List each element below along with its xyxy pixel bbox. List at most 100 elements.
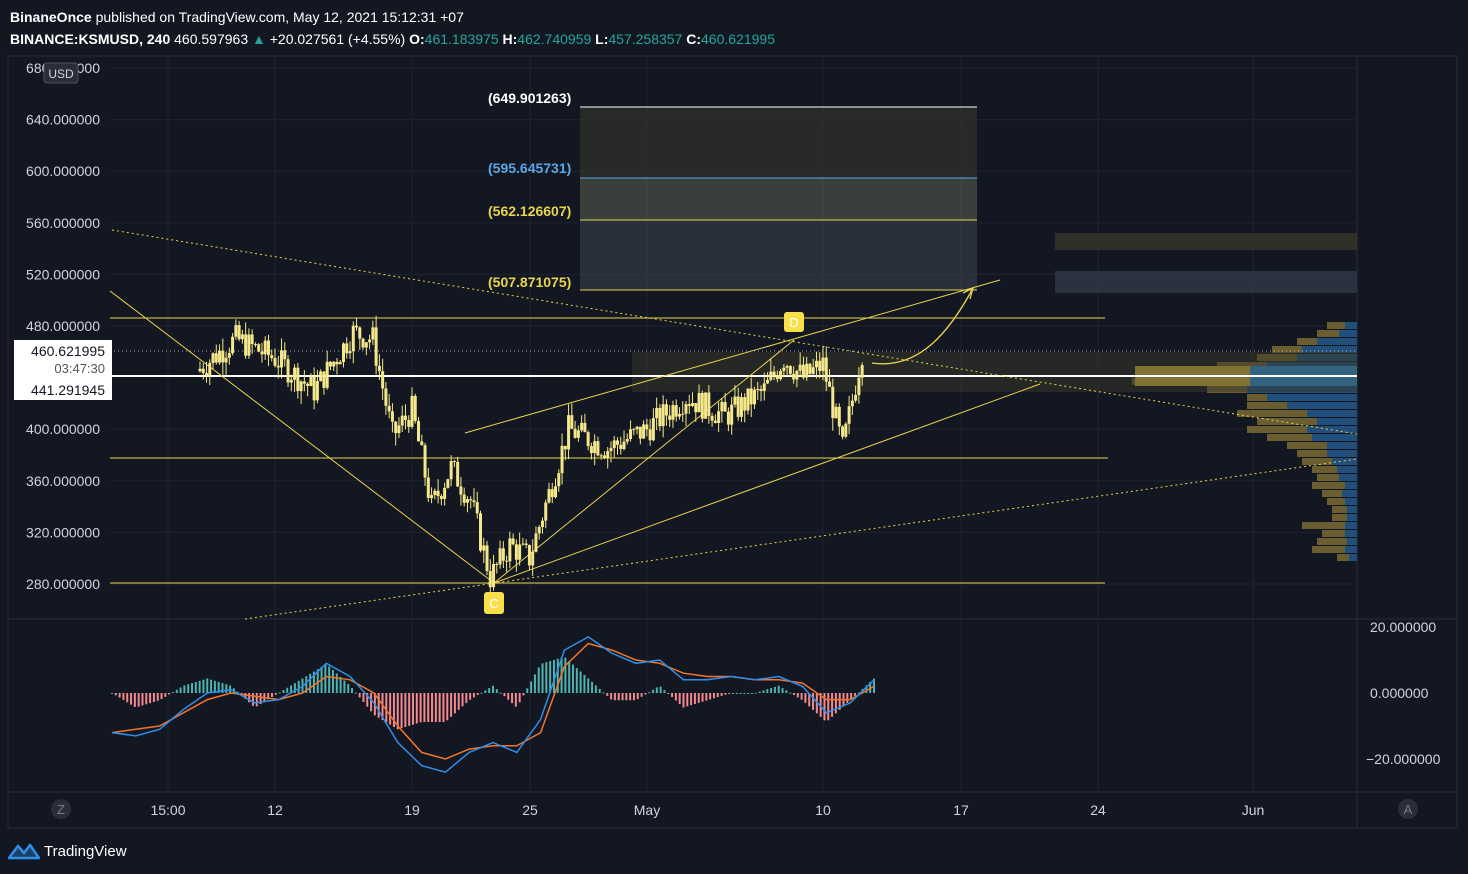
candle-body	[560, 445, 564, 474]
macd-histogram-bar	[381, 693, 384, 721]
macd-histogram-bar	[598, 688, 601, 693]
channel-upper-line	[464, 279, 1001, 434]
candle-body	[632, 429, 636, 431]
candle-body	[824, 357, 828, 382]
candle-body	[570, 415, 574, 429]
volume-profile-bar	[1345, 546, 1357, 553]
candle-body	[276, 365, 280, 368]
macd-histogram-bar	[480, 692, 483, 694]
volume-profile-bar	[1345, 322, 1357, 329]
chart-frame	[7, 55, 1458, 829]
candle-body	[798, 364, 802, 371]
currency-badge[interactable]	[43, 62, 79, 84]
macd-histogram-bar	[328, 666, 331, 693]
candle-body	[743, 397, 747, 411]
candle-body	[805, 363, 809, 378]
macd-histogram-bar	[712, 693, 715, 699]
candle-body	[498, 548, 502, 565]
candle-body	[648, 429, 652, 441]
volume-profile-bar	[1307, 410, 1357, 417]
macd-histogram-bar	[492, 685, 494, 693]
publish-info: published on TradingView.com, May 12, 20…	[95, 9, 464, 25]
time-axis[interactable]: 15:00 12 19 25 May 10 17 24 Jun	[150, 802, 1264, 818]
auto-scale-button[interactable]	[1398, 799, 1418, 819]
macd-histogram-bar	[739, 693, 742, 694]
time-tick-label: 17	[953, 802, 969, 818]
macd-histogram-bar	[834, 693, 837, 714]
macd-histogram-bar	[389, 693, 392, 725]
macd-histogram-bar	[735, 693, 738, 694]
candle-body	[413, 395, 417, 421]
candle-body	[850, 400, 854, 407]
volume-profile-bar	[1297, 338, 1317, 345]
volume-profile-bar	[1287, 442, 1327, 449]
price-tick-label: 400.000000	[26, 421, 100, 437]
time-tick-label: May	[634, 802, 660, 818]
macd-histogram-bar	[827, 693, 830, 721]
candle-body	[550, 489, 554, 498]
candle-body	[818, 360, 822, 371]
macd-histogram-bar	[873, 678, 875, 693]
macd-histogram-bar	[392, 693, 395, 727]
tradingview-logo[interactable]: TradingView	[8, 842, 127, 860]
macd-histogram-bar	[693, 693, 696, 705]
price-axis[interactable]: 680.000000640.000000600.000000560.000000…	[26, 60, 100, 592]
macd-histogram-bar	[838, 693, 841, 710]
projection-arrow-head	[962, 286, 975, 300]
candle-body	[792, 373, 796, 380]
time-tick-label: 24	[1090, 802, 1106, 818]
macd-histogram-bar	[625, 693, 628, 701]
candle-body	[485, 545, 489, 572]
macd-histogram-bar	[331, 670, 334, 693]
candle-body	[547, 489, 551, 503]
candle-body	[289, 379, 293, 383]
author-name[interactable]: BinaneOnce	[10, 9, 92, 25]
macd-histogram-bar	[709, 693, 712, 700]
symbol-name[interactable]: BINANCE:KSMUSD, 240	[10, 31, 171, 47]
volume-profile-bar	[1332, 514, 1347, 521]
candle-body	[443, 487, 447, 500]
macd-histogram-bar	[141, 693, 144, 706]
candle-body	[801, 364, 805, 378]
candle-body	[854, 395, 858, 401]
candle-body	[736, 396, 740, 417]
auto-scale-label: A	[1404, 802, 1413, 817]
macd-histogram-bar	[305, 676, 308, 693]
candle-body	[492, 563, 496, 588]
volume-profile-bar	[1272, 346, 1302, 353]
macd-histogram-bar	[145, 693, 148, 705]
volume-profile-bar	[1349, 554, 1357, 561]
macd-histogram-bar	[267, 693, 270, 700]
macd-histogram-bar	[499, 692, 502, 694]
open-value: 461.183975	[424, 31, 499, 47]
candle-body	[205, 373, 208, 376]
macd-histogram-bar	[335, 673, 338, 693]
macd-histogram-bar	[484, 690, 487, 693]
macd-histogram-bar	[674, 693, 677, 701]
candle-body	[319, 371, 323, 382]
candle-body	[201, 368, 205, 374]
zoom-reset-button[interactable]	[51, 799, 71, 819]
macd-histogram-bar	[156, 693, 159, 701]
macd-histogram-bar	[450, 693, 453, 717]
macd-histogram-bar	[130, 693, 133, 705]
macd-histogram-bar	[419, 693, 422, 723]
macd-histogram-bar	[347, 683, 350, 693]
price-tick-label: 320.000000	[26, 524, 100, 540]
macd-histogram-bar	[114, 693, 117, 696]
low-value: 457.258357	[608, 31, 683, 47]
candle-body	[407, 420, 411, 427]
volume-profile-bar	[1345, 498, 1357, 505]
candle-body	[260, 351, 264, 355]
macd-histogram-bar	[606, 693, 609, 696]
candle-body	[253, 344, 257, 346]
candle-body	[459, 486, 463, 495]
macd-histogram-bar	[724, 693, 727, 695]
time-tick-label: 10	[815, 802, 831, 818]
volume-profile-bar	[1347, 514, 1357, 521]
macd-histogram-bar	[770, 688, 773, 693]
target-label-4: (507.871075)	[488, 274, 571, 290]
macd-histogram-bar	[572, 664, 575, 693]
macd-histogram-bar	[274, 693, 277, 695]
